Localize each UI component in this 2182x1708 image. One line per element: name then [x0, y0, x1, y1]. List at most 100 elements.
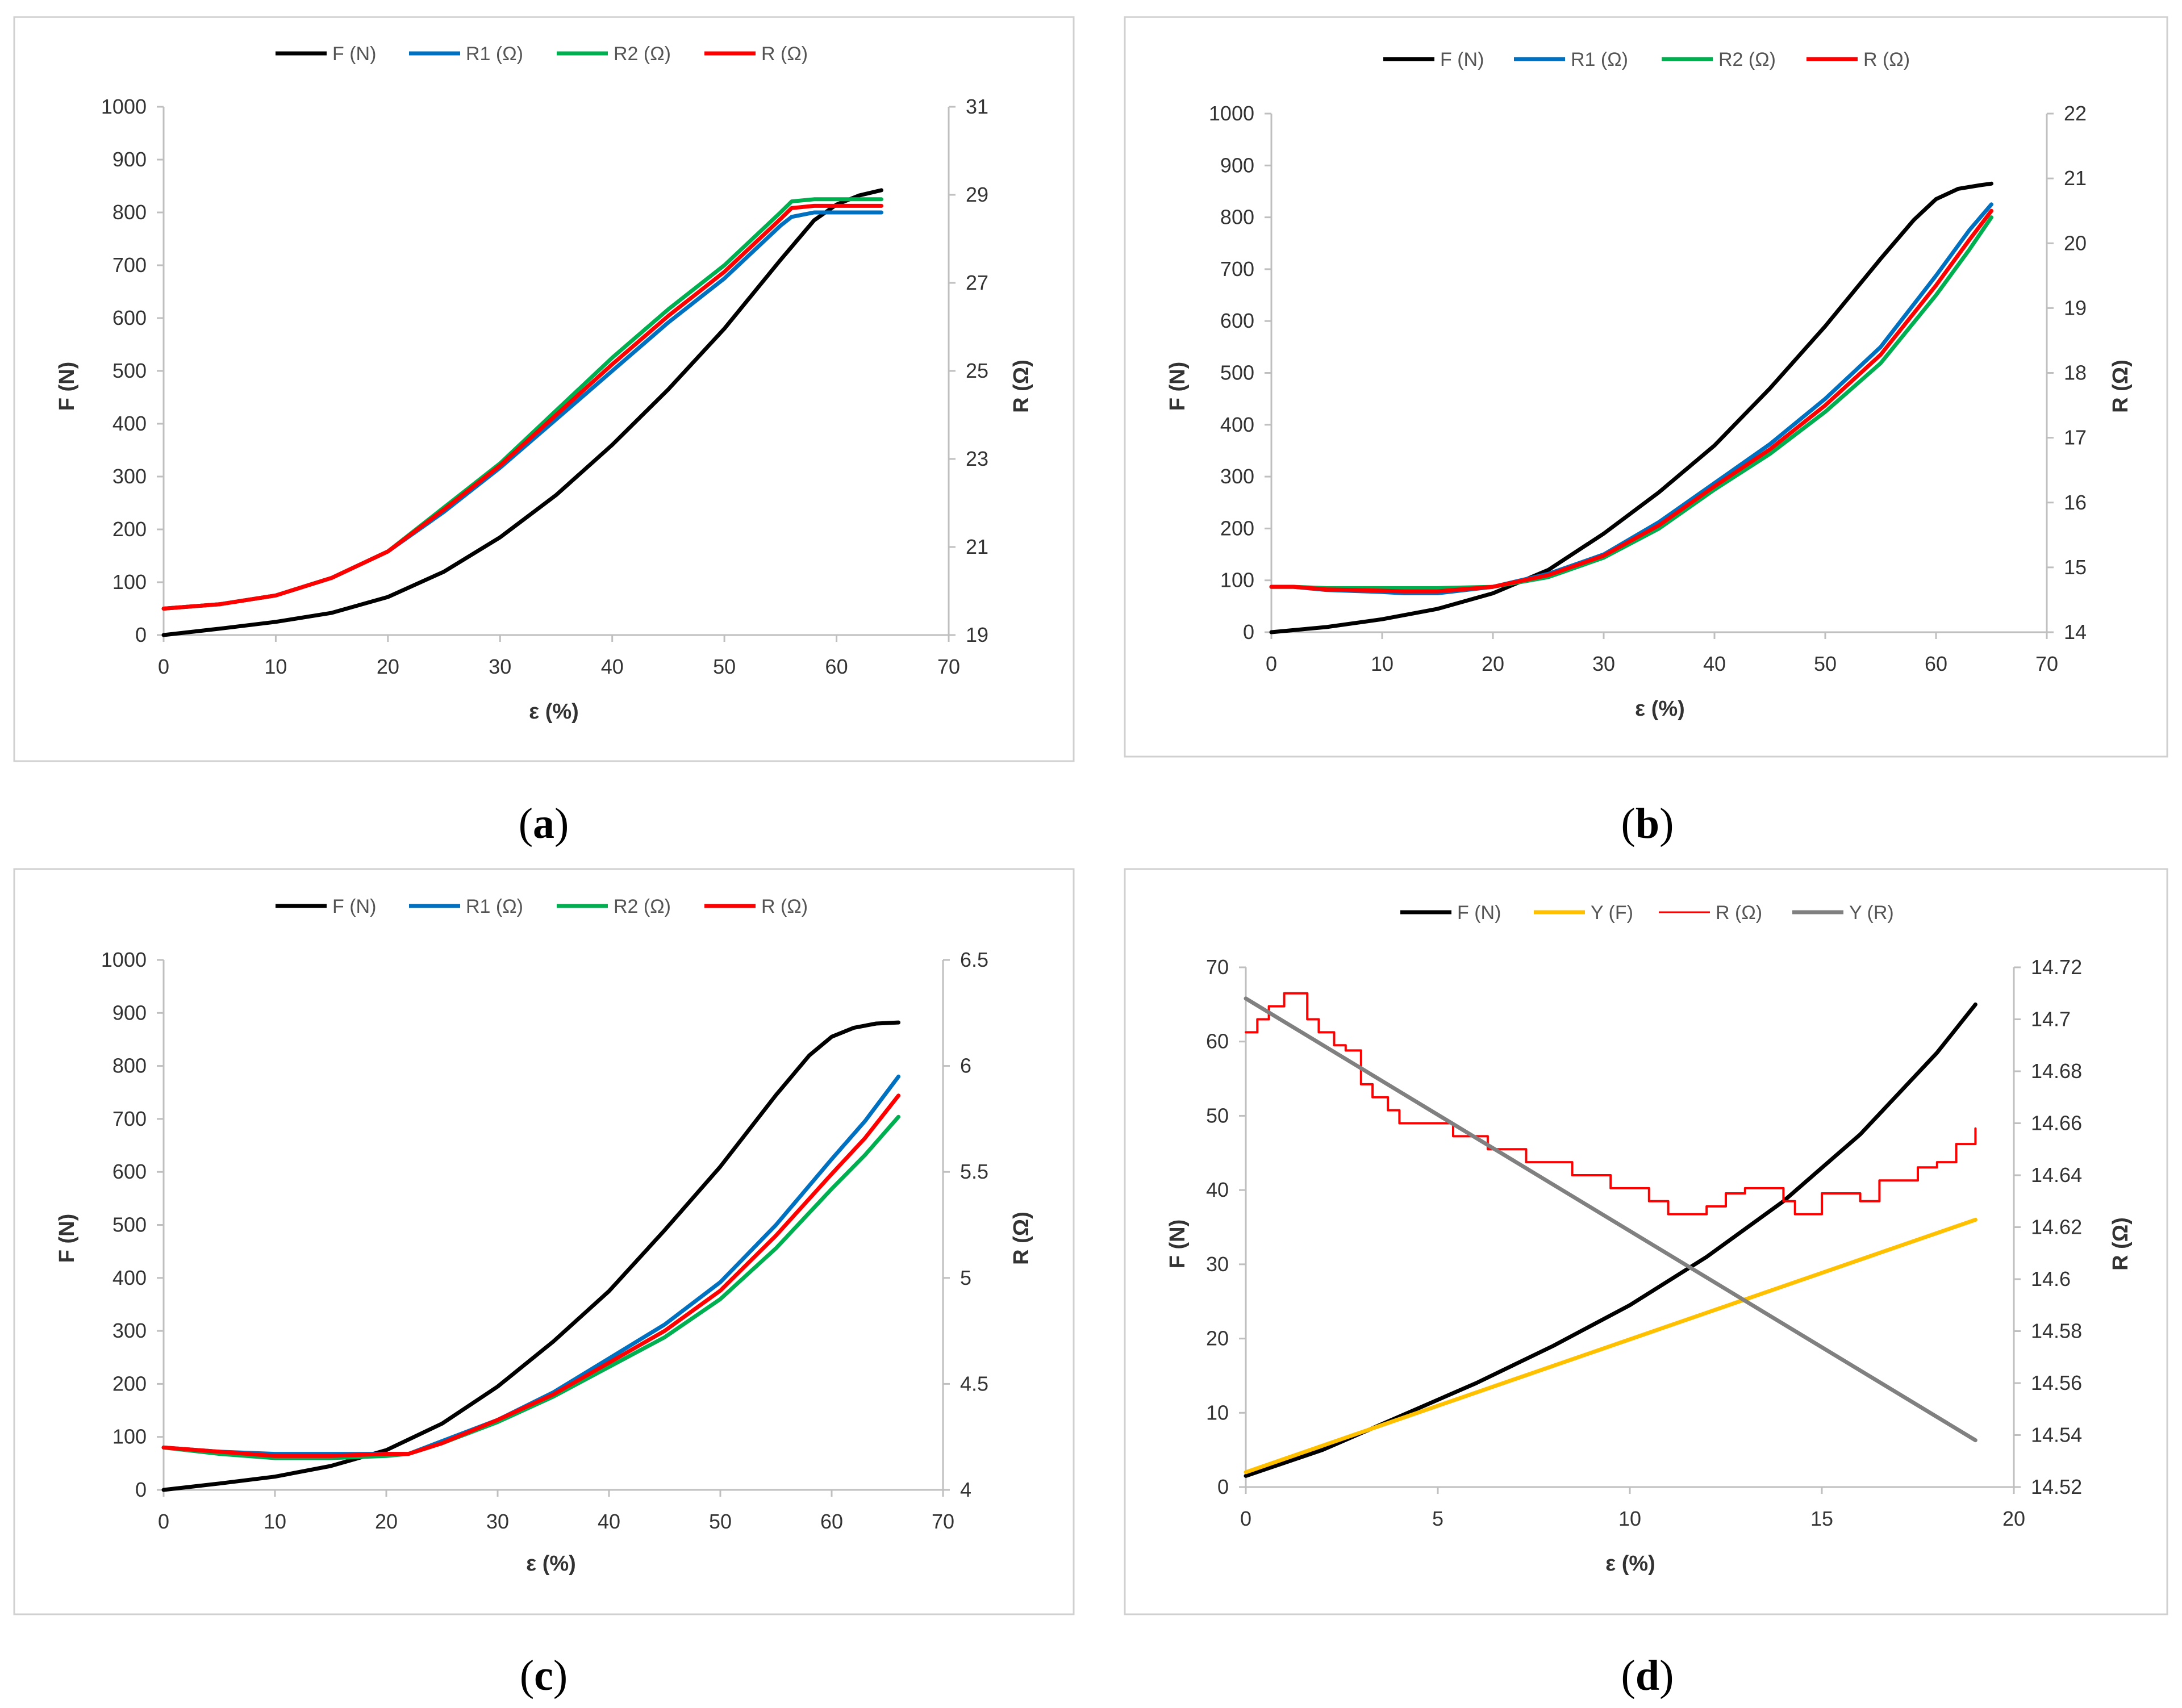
panel-a-ytick-left-label: 200 [112, 517, 147, 541]
panel-c-legend-label-3: R (Ω) [761, 896, 808, 917]
panel-d-plot: 0 5 10 15 20 0 10 20 30 40 50 60 70 14.52 14.54 14.56 14… [1206, 955, 2082, 1530]
panel-b-ytick-left-label: 400 [1220, 413, 1254, 436]
panel-b-xtick-label: 10 [1371, 652, 1394, 675]
panel-d-ylabel-right: R (Ω) [2109, 1217, 2133, 1271]
panel-d-legend-label-0: F (N) [1457, 902, 1501, 924]
panel-b-ytick-left-label: 800 [1220, 206, 1254, 229]
panel-a-frame [13, 16, 1075, 762]
panel-d-xtick-label: 0 [1240, 1507, 1251, 1530]
panel-a-xtick-label: 20 [377, 655, 399, 678]
panel-a-ytick-left-label: 1000 [101, 95, 147, 118]
panel-c-legend: F (N) R1 (Ω) R2 (Ω) R (Ω) [276, 896, 808, 917]
panel-c-series-r [161, 1093, 901, 1458]
panel-b-xlabel: ε (%) [1635, 697, 1685, 721]
panel-a-xtick-label: 70 [937, 655, 960, 678]
panel-a-ytick-right-label: 27 [966, 271, 988, 294]
panel-b-ytick-left-label: 700 [1220, 257, 1254, 281]
panel-a-ytick-left-label: 400 [112, 412, 147, 435]
panel-b-plot: 0 10 20 30 40 50 60 700100200300400500600700800… [1209, 102, 2087, 675]
panel-d-legend-label-1: Y (F) [1591, 902, 1633, 924]
panel-b-xtick-label: 60 [1925, 652, 1947, 675]
panel-d-xtick-label: 15 [1810, 1507, 1833, 1530]
panel-b-ytick-right-label: 19 [2064, 296, 2087, 319]
panel-b-legend-label-3: R (Ω) [1863, 49, 1910, 70]
panel-d-ytick-right-label: 14.58 [2031, 1319, 2082, 1343]
panel-b-ytick-left-label: 1000 [1209, 102, 1254, 125]
panel-b-ytick-left-label: 600 [1220, 309, 1254, 332]
panel-c-series-f-n [161, 1020, 901, 1492]
panel-a-ytick-right-label: 21 [966, 535, 988, 558]
panel-d-series-y-f [1244, 1217, 1977, 1475]
panel-d: F (N) Y (F) R (Ω) Y (R) 0 5 10 15 20 0 10 20 30 4… [1124, 868, 2168, 1699]
panel-b-ytick-left-label: 200 [1220, 516, 1254, 540]
panel-c-xtick-label: 20 [375, 1510, 398, 1533]
panel-c-ytick-left-label: 500 [112, 1213, 147, 1237]
panel-a-xtick-label: 30 [489, 655, 511, 678]
panel-d-ytick-right-label: 14.72 [2031, 955, 2082, 979]
panel-d-ytick-left-label: 70 [1206, 955, 1229, 979]
panel-c-xtick-label: 50 [709, 1510, 732, 1533]
panel-a-xlabel: ε (%) [529, 700, 579, 724]
panel-d-legend-label-3: Y (R) [1849, 902, 1894, 924]
panel-d-series-y-r [1244, 996, 1977, 1443]
panel-b-series-r [1269, 208, 1993, 594]
panel-c-ytick-right-label: 5.5 [960, 1160, 988, 1183]
panel-a-ytick-right-label: 25 [966, 359, 988, 382]
panel-c-caption: (c) [520, 1652, 568, 1699]
panel-a-ytick-right-label: 19 [966, 623, 988, 646]
panel-a-ytick-left-label: 800 [112, 201, 147, 224]
panel-b-ytick-left-label: 100 [1220, 569, 1254, 592]
panel-a-ytick-right-label: 31 [966, 95, 988, 118]
panel-d-ytick-right-label: 14.52 [2031, 1475, 2082, 1498]
panel-c-ytick-left-label: 700 [112, 1107, 147, 1130]
panel-d-caption: (d) [1621, 1652, 1674, 1699]
panel-a-ytick-left-label: 900 [112, 148, 147, 171]
panel-c-plot: 0 10 20 30 40 50 60 700100200300400500600700800… [101, 948, 988, 1533]
panel-b-ytick-right-label: 14 [2064, 620, 2087, 644]
panel-d-legend-label-2: R (Ω) [1716, 902, 1762, 924]
panel-b-legend: F (N) R1 (Ω) R2 (Ω) R (Ω) [1383, 49, 1910, 70]
panel-d-ytick-left-label: 50 [1206, 1104, 1229, 1127]
panel-b-ylabel-left: F (N) [1166, 362, 1190, 411]
panel-d-xlabel: ε (%) [1605, 1552, 1655, 1576]
panel-c-ytick-right-label: 5 [960, 1266, 971, 1289]
panel-a-legend-label-0: F (N) [332, 43, 376, 65]
panel-b-xtick-label: 70 [2035, 652, 2058, 675]
panel-a-ytick-right-label: 23 [966, 447, 988, 470]
panel-b-ytick-right-label: 21 [2064, 166, 2087, 190]
panel-c-xtick-label: 40 [598, 1510, 620, 1533]
panel-c-ytick-right-label: 4.5 [960, 1372, 988, 1395]
panel-a-ytick-left-label: 700 [112, 253, 147, 277]
panel-b-ylabel-right: R (Ω) [2109, 360, 2133, 413]
panel-d-ytick-left-label: 40 [1206, 1178, 1229, 1201]
panel-c-legend-label-1: R1 (Ω) [466, 896, 523, 917]
panel-b-legend-label-2: R2 (Ω) [1718, 49, 1776, 70]
panel-c-xlabel: ε (%) [526, 1552, 576, 1576]
panel-c-ytick-left-label: 1000 [101, 948, 147, 971]
panel-c-legend-label-0: F (N) [332, 896, 376, 917]
panel-d-ytick-right-label: 14.56 [2031, 1371, 2082, 1394]
panel-a-ytick-left-label: 500 [112, 359, 147, 382]
panel-a-ytick-left-label: 100 [112, 570, 147, 594]
panel-b-xtick-label: 20 [1482, 652, 1504, 675]
panel-d-ytick-right-label: 14.66 [2031, 1112, 2082, 1135]
panel-c-xtick-label: 10 [264, 1510, 286, 1533]
panel-a-legend-label-1: R1 (Ω) [466, 43, 523, 65]
panel-a-legend: F (N) R1 (Ω) R2 (Ω) R (Ω) [276, 43, 808, 65]
panel-d-ylabel-left: F (N) [1166, 1220, 1190, 1269]
panel-c-ylabel-left: F (N) [55, 1214, 79, 1263]
panel-c-ytick-left-label: 300 [112, 1319, 147, 1342]
panel-d-xtick-label: 20 [2002, 1507, 2025, 1530]
panel-c-xtick-label: 70 [932, 1510, 954, 1533]
panel-a-plot: 0 10 20 30 40 50 60 700100200300400500600700800… [101, 95, 988, 678]
panel-b-caption: (b) [1621, 800, 1674, 847]
panel-b-legend-label-0: F (N) [1440, 49, 1484, 70]
panel-b-ytick-right-label: 17 [2064, 426, 2087, 449]
panel-b-ytick-right-label: 22 [2064, 102, 2087, 125]
panel-d-ytick-right-label: 14.7 [2031, 1008, 2071, 1031]
panel-b-series-f-n [1269, 181, 1993, 634]
panel-a-xtick-label: 0 [158, 655, 169, 678]
panel-b-ytick-right-label: 20 [2064, 231, 2087, 254]
panel-c: F (N) R1 (Ω) R2 (Ω) R (Ω) 0 10 20 30 40 50 60 7… [13, 868, 1075, 1699]
